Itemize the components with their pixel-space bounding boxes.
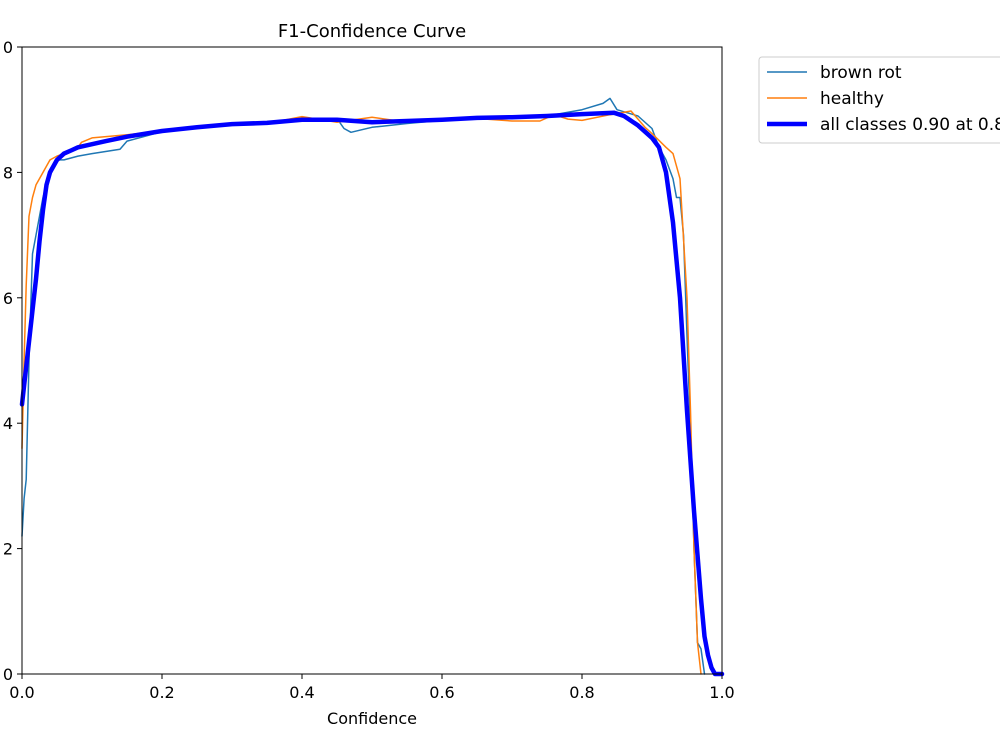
y-tick-label: 0: [3, 38, 13, 57]
x-tick-label: 0.2: [149, 683, 174, 702]
x-axis-ticks: 0.0 0.2 0.4 0.6 0.8 1.0: [9, 674, 735, 702]
legend: brown rot healthy all classes 0.90 at 0.84…: [758, 56, 1000, 144]
series-layer: [19, 97, 725, 677]
legend-label-1: brown rot: [820, 63, 902, 83]
plot-area-frame: [21, 46, 723, 675]
x-axis-title: Confidence: [327, 709, 417, 728]
y-tick-label: 4: [3, 414, 13, 433]
x-tick-label: 0.8: [569, 683, 594, 702]
series-line-2: [21, 110, 702, 675]
legend-label-3: all classes 0.90 at 0.846: [820, 115, 1000, 135]
x-tick-label: 0.4: [289, 683, 314, 702]
chart-title: F1-Confidence Curve: [278, 21, 466, 42]
series-line-1: [21, 97, 706, 675]
x-tick-label: 0.6: [429, 683, 454, 702]
legend-box: [758, 56, 1000, 144]
y-tick-label: 0: [3, 665, 13, 684]
y-tick-label: 2: [3, 540, 13, 559]
series-line-3: [19, 110, 725, 677]
x-tick-label: 0.0: [9, 683, 34, 702]
legend-label-2: healthy: [820, 89, 884, 109]
y-tick-label: 8: [3, 163, 13, 182]
x-tick-label: 1.0: [709, 683, 734, 702]
y-axis-ticks: 0 2 4 6 8 0: [3, 38, 22, 684]
y-tick-label: 6: [3, 289, 13, 308]
